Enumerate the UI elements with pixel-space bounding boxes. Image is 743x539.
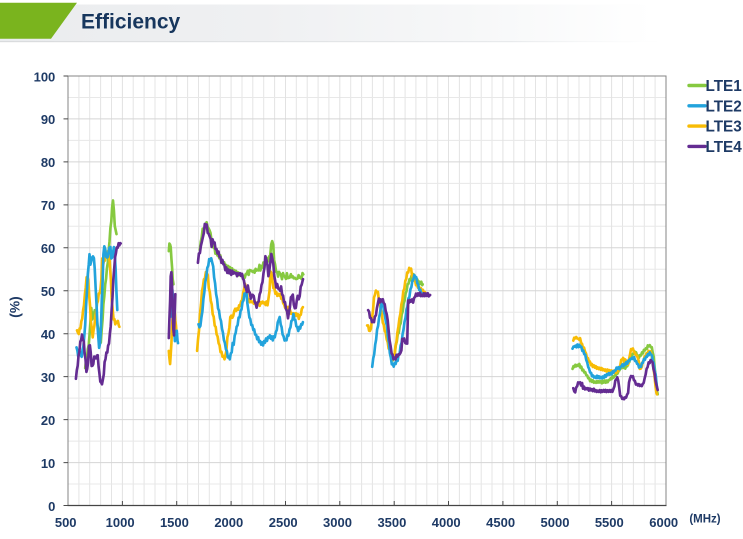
svg-text:2500: 2500: [269, 515, 298, 530]
svg-text:6000: 6000: [649, 515, 678, 530]
svg-text:500: 500: [55, 515, 77, 530]
svg-text:50: 50: [41, 284, 55, 299]
svg-text:(MHz): (MHz): [689, 514, 720, 526]
svg-text:0: 0: [48, 499, 55, 514]
svg-text:3500: 3500: [377, 515, 406, 530]
svg-text:(%): (%): [8, 296, 23, 317]
svg-text:LTE2: LTE2: [706, 98, 742, 115]
svg-text:1000: 1000: [106, 515, 135, 530]
svg-text:30: 30: [41, 370, 55, 385]
svg-text:60: 60: [41, 241, 55, 256]
svg-text:2000: 2000: [214, 515, 243, 530]
svg-text:Efficiency: Efficiency: [81, 11, 181, 34]
svg-text:10: 10: [41, 456, 55, 471]
svg-text:4000: 4000: [432, 515, 461, 530]
svg-text:5000: 5000: [541, 515, 570, 530]
svg-text:3000: 3000: [323, 515, 352, 530]
svg-text:80: 80: [41, 155, 55, 170]
svg-text:LTE1: LTE1: [706, 78, 743, 95]
svg-text:20: 20: [41, 413, 55, 428]
svg-text:LTE3: LTE3: [706, 119, 742, 136]
svg-text:40: 40: [41, 327, 55, 342]
svg-text:90: 90: [41, 112, 55, 127]
svg-text:LTE4: LTE4: [706, 139, 743, 156]
svg-text:1500: 1500: [160, 515, 189, 530]
svg-text:70: 70: [41, 198, 55, 213]
svg-text:4500: 4500: [486, 515, 515, 530]
svg-text:100: 100: [34, 69, 56, 84]
svg-text:5500: 5500: [595, 515, 624, 530]
